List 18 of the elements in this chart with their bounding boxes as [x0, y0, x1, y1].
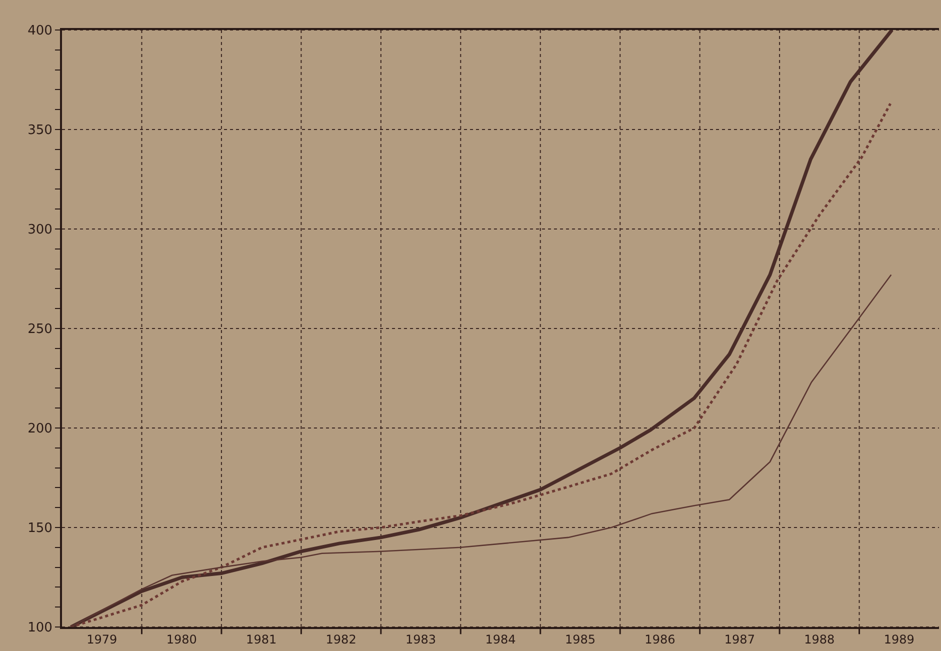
x-tick-label: 1983: [405, 632, 436, 646]
x-tick-label: 1984: [485, 632, 516, 646]
y-tick-label: 200: [28, 422, 52, 437]
y-tick-label: 400: [28, 24, 52, 39]
y-tick-label: 100: [28, 620, 52, 636]
y-tick-label: 300: [28, 222, 52, 238]
x-tick-label: 1980: [166, 632, 197, 646]
y-tick-label: 350: [28, 123, 52, 138]
x-tick-label: 1989: [884, 632, 914, 646]
x-tick-label: 1986: [644, 632, 676, 646]
x-tick-label: 1988: [804, 632, 835, 646]
y-tick-label: 150: [28, 521, 52, 536]
y-tick-label: 250: [28, 322, 52, 338]
x-tick-label: 1982: [326, 632, 356, 646]
x-tick-label: 1985: [564, 632, 596, 646]
x-tick-label: 1987: [724, 632, 755, 646]
x-tick-label: 1981: [246, 632, 277, 646]
x-tick-label: 1979: [86, 632, 118, 646]
